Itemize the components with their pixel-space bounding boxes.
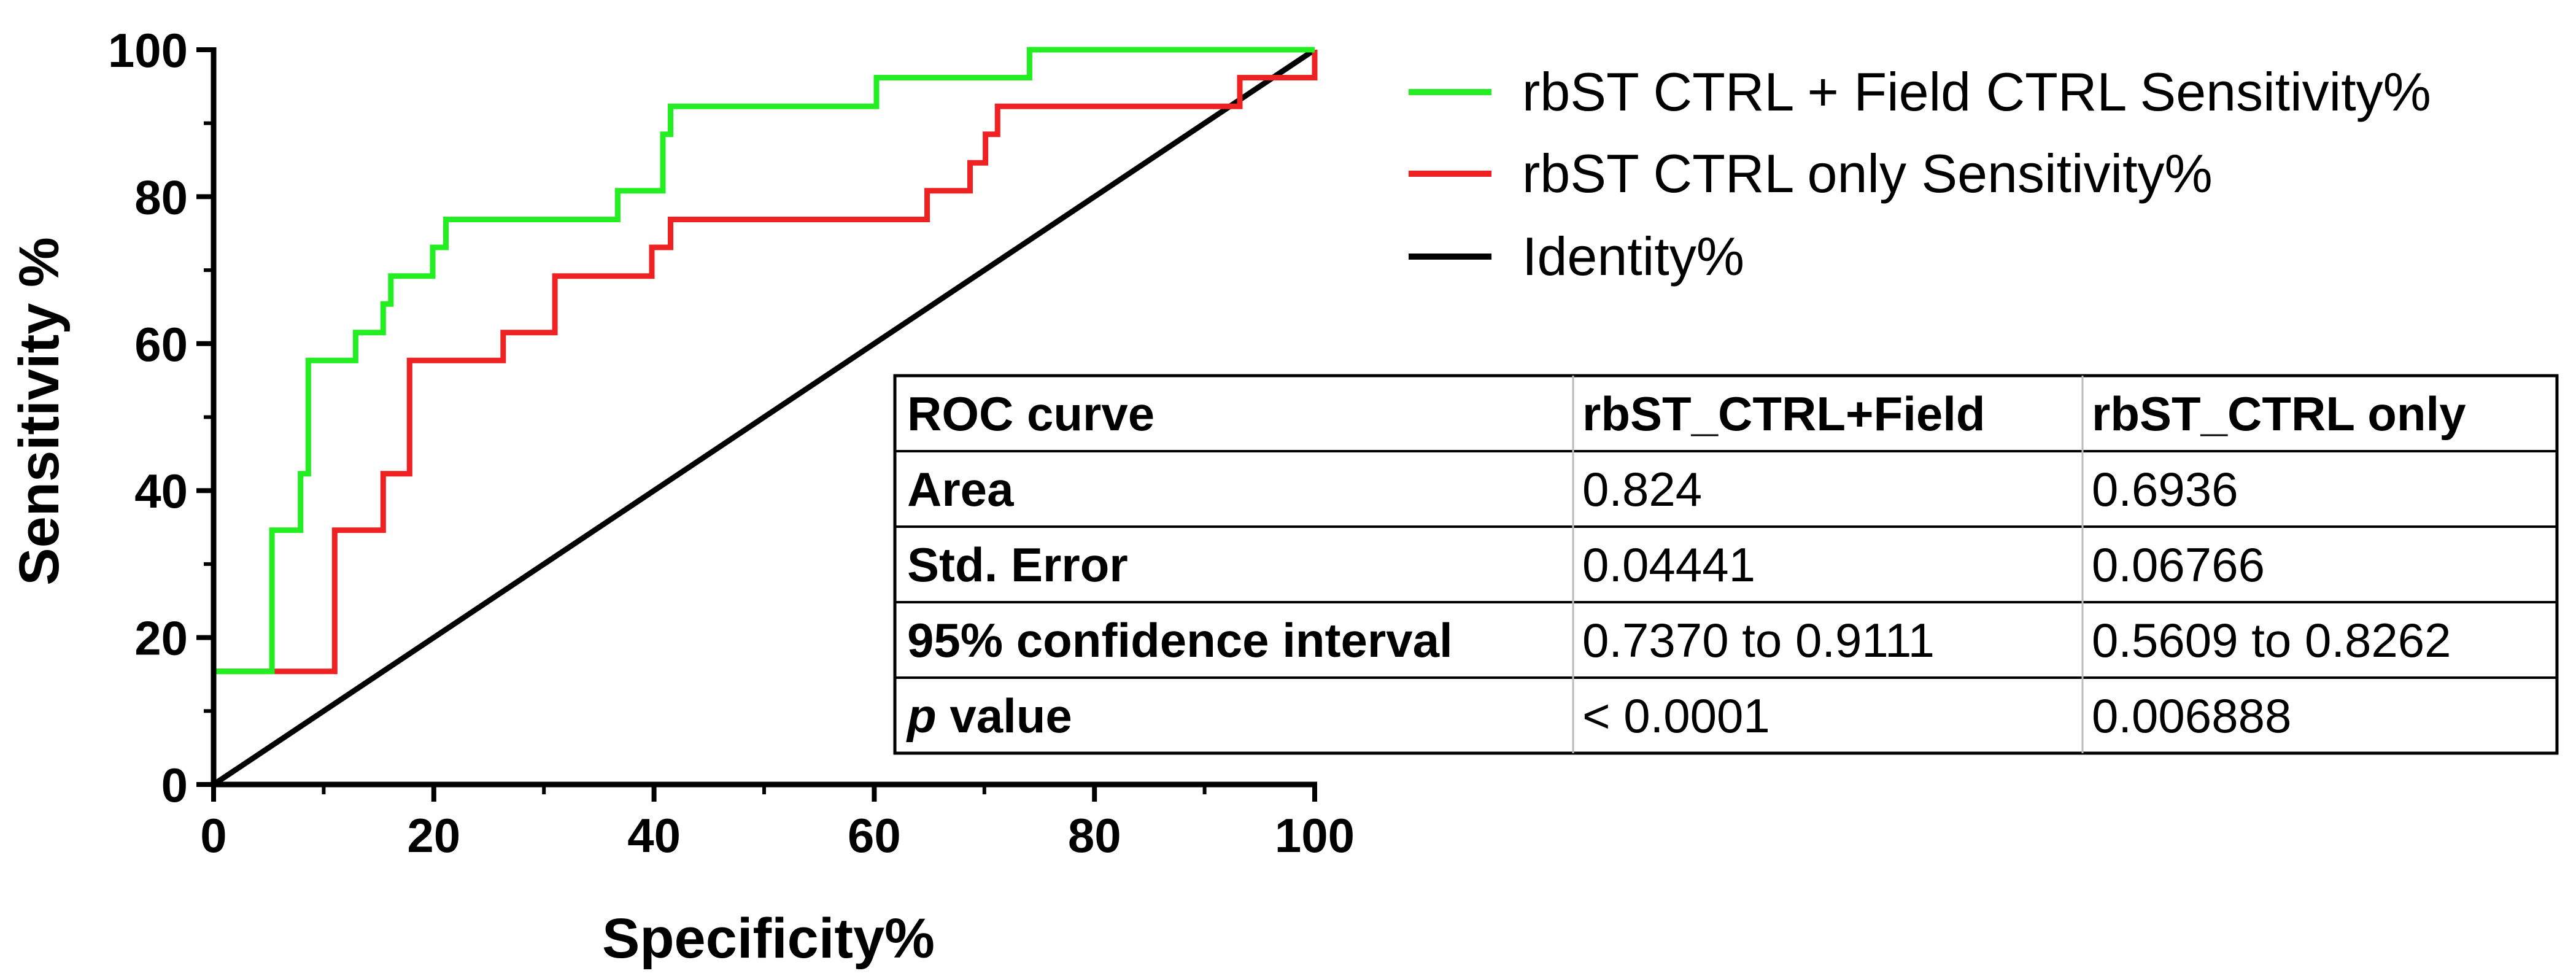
series-line-1 bbox=[214, 50, 1318, 675]
y-axis-title: Sensitivity % bbox=[8, 237, 71, 586]
x-tick-label: 80 bbox=[1068, 808, 1121, 862]
y-tick-label: 60 bbox=[134, 317, 188, 371]
table-row-label-std-error: Std. Error bbox=[907, 538, 1128, 592]
x-tick-label: 60 bbox=[848, 808, 901, 862]
p-value-rest: value bbox=[937, 689, 1072, 743]
axes-layer: 0 20 40 60 80 100 0 20 40 60 80 100 bbox=[108, 23, 1355, 862]
x-tick-label: 40 bbox=[627, 808, 681, 862]
table-header-combined: rbST_CTRL+Field bbox=[1582, 387, 1986, 441]
table-border bbox=[893, 374, 2559, 755]
legend: rbST CTRL + Field CTRL Sensitivity% rbST… bbox=[1409, 61, 2431, 287]
table-row-label-area: Area bbox=[907, 462, 1014, 516]
legend-label-ctrl-only: rbST CTRL only Sensitivity% bbox=[1522, 143, 2213, 204]
x-tick-label: 20 bbox=[407, 808, 460, 862]
series-layer bbox=[211, 47, 1318, 787]
table-cell-std-error-combined: 0.04441 bbox=[1582, 538, 1755, 592]
roc-results-table: ROC curve rbST_CTRL+Field rbST_CTRL only… bbox=[893, 374, 2559, 755]
legend-label-combined: rbST CTRL + Field CTRL Sensitivity% bbox=[1522, 61, 2431, 122]
x-axis-title: Specificity% bbox=[602, 907, 935, 970]
y-tick-label: 20 bbox=[134, 611, 188, 665]
table-row-label-ci: 95% confidence interval bbox=[907, 613, 1453, 667]
x-tick-label: 0 bbox=[200, 808, 226, 862]
y-tick-label: 80 bbox=[134, 170, 188, 224]
table-row-label-p-value: p value bbox=[906, 689, 1072, 743]
table-cell-ci-ctrl-only: 0.5609 to 0.8262 bbox=[2092, 613, 2451, 667]
table-header-roc-curve: ROC curve bbox=[907, 387, 1155, 441]
y-tick-label: 100 bbox=[108, 23, 188, 77]
table-cell-p-combined: < 0.0001 bbox=[1582, 689, 1770, 743]
x-tick-label: 100 bbox=[1275, 808, 1355, 862]
series-line-0 bbox=[211, 47, 1315, 784]
plot-area: 0 20 40 60 80 100 0 20 40 60 80 100 bbox=[108, 23, 1355, 862]
table-cell-area-ctrl-only: 0.6936 bbox=[2092, 462, 2238, 516]
table-header-ctrl-only: rbST_CTRL only bbox=[2092, 387, 2466, 441]
table-cell-p-ctrl-only: 0.006888 bbox=[2092, 689, 2291, 743]
table-cell-ci-combined: 0.7370 to 0.9111 bbox=[1582, 613, 1935, 667]
p-italic: p bbox=[906, 689, 937, 743]
table-cell-std-error-ctrl-only: 0.06766 bbox=[2092, 538, 2265, 592]
table-cell-area-combined: 0.824 bbox=[1582, 462, 1702, 516]
y-tick-label: 0 bbox=[161, 758, 188, 812]
legend-label-identity: Identity% bbox=[1522, 226, 1744, 287]
series-line-2 bbox=[212, 47, 1317, 787]
y-tick-label: 40 bbox=[134, 464, 188, 518]
